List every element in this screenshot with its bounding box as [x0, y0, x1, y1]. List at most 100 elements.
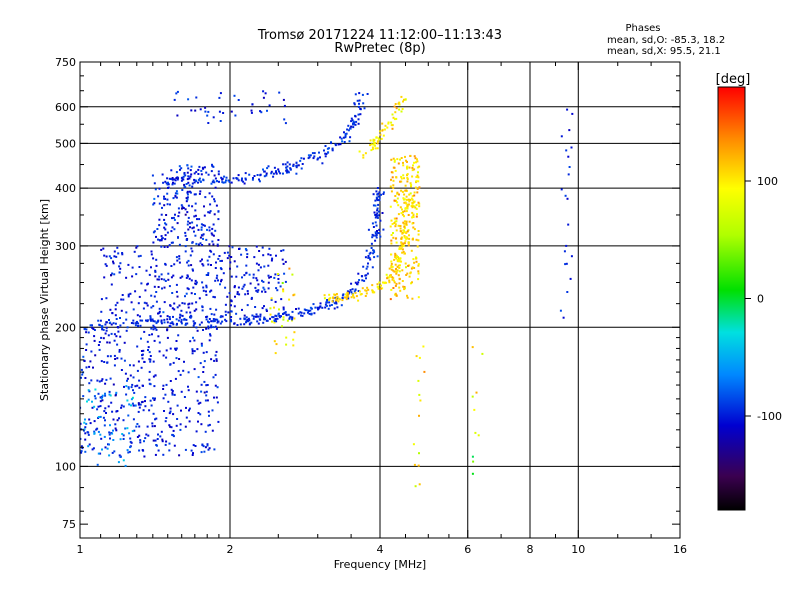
data-point: [378, 199, 381, 202]
data-point: [162, 181, 165, 184]
data-point: [133, 391, 136, 394]
data-point: [374, 231, 377, 234]
data-point: [241, 276, 243, 279]
data-point: [412, 258, 415, 261]
data-point: [379, 235, 382, 238]
data-point: [169, 410, 172, 413]
data-point: [411, 238, 414, 241]
data-point: [188, 420, 191, 423]
data-point: [123, 359, 126, 362]
data-point: [85, 366, 88, 369]
data-point: [80, 406, 82, 409]
data-point: [104, 332, 107, 335]
data-point: [260, 111, 263, 114]
data-point: [406, 205, 409, 208]
data-point: [195, 242, 198, 245]
data-point: [143, 440, 145, 443]
data-point: [183, 302, 186, 305]
data-point: [93, 405, 96, 408]
data-point: [354, 281, 357, 284]
data-point: [159, 435, 162, 438]
data-point: [253, 256, 256, 259]
data-point: [215, 204, 218, 207]
data-point: [406, 272, 409, 275]
x-tick-label: 16: [673, 543, 687, 556]
data-point: [115, 318, 118, 320]
data-point: [390, 262, 393, 265]
data-point: [357, 299, 360, 302]
data-point: [238, 293, 241, 296]
data-point: [395, 257, 398, 260]
data-point: [376, 187, 379, 189]
data-point: [288, 163, 291, 166]
data-point: [412, 215, 415, 218]
data-point: [568, 129, 571, 132]
data-point: [355, 120, 358, 123]
data-point: [148, 358, 151, 361]
data-point: [141, 400, 144, 403]
data-point: [171, 217, 173, 220]
data-point: [262, 254, 265, 257]
data-point: [206, 228, 208, 231]
data-point: [92, 366, 94, 369]
data-point: [99, 405, 102, 408]
data-point: [140, 282, 143, 285]
data-point: [158, 187, 161, 190]
data-point: [280, 298, 283, 301]
data-point: [214, 325, 217, 328]
data-point: [176, 322, 178, 325]
data-point: [278, 91, 281, 94]
data-point: [227, 311, 230, 314]
data-point: [344, 136, 347, 139]
data-point: [346, 128, 349, 131]
data-point: [413, 463, 416, 466]
data-point: [154, 418, 156, 421]
data-point: [220, 278, 223, 281]
data-point: [262, 280, 265, 283]
data-point: [146, 319, 149, 322]
data-point: [248, 323, 251, 326]
data-point: [390, 264, 393, 267]
data-point: [165, 356, 168, 359]
data-point: [172, 413, 175, 416]
data-point: [175, 290, 178, 293]
data-point: [256, 279, 259, 282]
data-point: [376, 216, 379, 219]
data-point: [206, 444, 209, 447]
data-point: [208, 447, 211, 450]
data-point: [411, 201, 414, 204]
data-point: [197, 420, 199, 423]
data-point: [172, 315, 174, 318]
data-point: [344, 133, 347, 135]
data-point: [188, 277, 191, 280]
data-point: [197, 181, 199, 184]
data-point: [126, 379, 128, 382]
data-point: [104, 394, 107, 397]
data-point: [181, 176, 184, 179]
data-point: [330, 304, 333, 306]
data-point: [138, 425, 141, 428]
data-point: [173, 393, 176, 396]
data-point: [191, 454, 194, 456]
stats-o-mode: mean, sd,O: -85.3, 18.2: [607, 35, 725, 46]
data-point: [216, 386, 219, 389]
data-point: [382, 193, 385, 195]
data-point: [167, 400, 170, 403]
data-point: [141, 319, 144, 322]
data-point: [400, 212, 403, 215]
data-point: [205, 171, 208, 174]
data-point: [396, 260, 399, 263]
data-point: [415, 238, 418, 241]
data-point: [80, 368, 83, 371]
data-point: [246, 290, 249, 293]
data-point: [193, 322, 196, 325]
data-point: [201, 309, 204, 312]
data-point: [354, 115, 357, 118]
data-point: [402, 161, 404, 164]
data-point: [271, 320, 273, 323]
data-point: [333, 293, 336, 296]
data-point: [85, 328, 88, 331]
data-point: [395, 176, 398, 179]
data-point: [165, 214, 168, 216]
data-point: [188, 302, 191, 305]
